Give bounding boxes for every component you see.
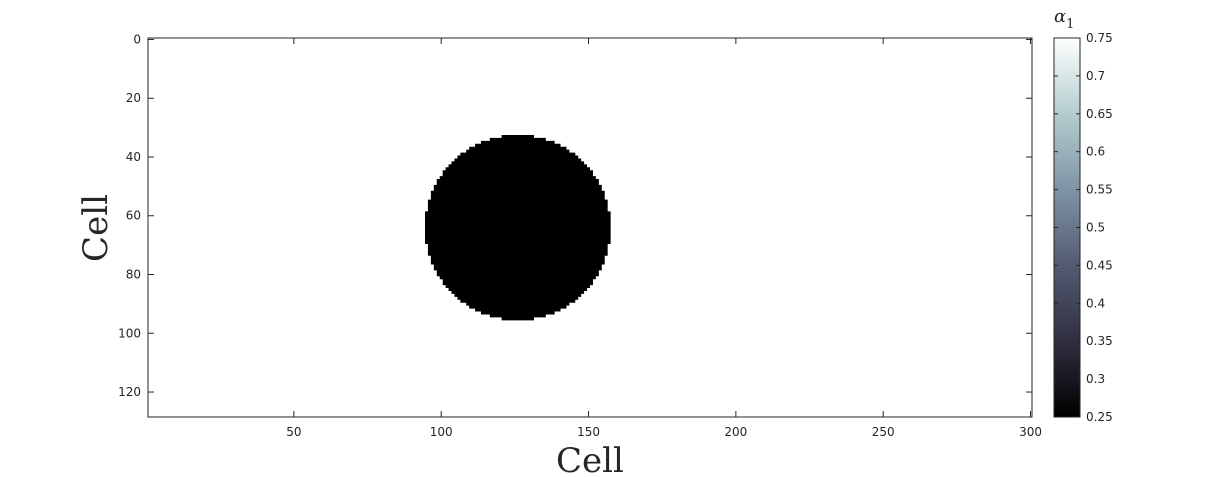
x-tick-label: 100: [430, 425, 453, 439]
colorbar-title: α1: [1054, 6, 1074, 32]
axes-box: [147, 37, 1033, 418]
colorbar-tick-label: 0.3: [1086, 372, 1105, 386]
y-axis-ticks: 0 20 40 60 80 100 120: [118, 32, 1032, 399]
colorbar-tick-label: 0.35: [1086, 334, 1113, 348]
colorbar-tick-label: 0.45: [1086, 258, 1113, 272]
colorbar-tick-label: 0.4: [1086, 296, 1105, 310]
colorbar-gradient: [1054, 38, 1080, 417]
y-tick-label: 60: [126, 209, 141, 223]
y-tick-label: 0: [133, 32, 141, 46]
colorbar: 0.250.30.350.40.450.50.550.60.650.70.75 …: [1053, 6, 1113, 424]
y-tick-label: 120: [118, 385, 141, 399]
colorbar-ticks: 0.25 0.3 0.35 0.4 0.45 0.5 0.55 0.6 0.65 0.7 0.75: [1054, 31, 1113, 424]
colorbar-tick-label: 0.5: [1086, 221, 1105, 235]
y-tick-label: 20: [126, 91, 141, 105]
colorbar-tick-label: 0.6: [1086, 145, 1105, 159]
x-axis-ticks: 50 100 150 200 250 300: [286, 38, 1042, 439]
y-tick-label: 80: [126, 268, 141, 282]
colorbar-tick-label: 0.25: [1086, 410, 1113, 424]
colorbar-tick-label: 0.55: [1086, 183, 1113, 197]
colorbar-tick-label: 0.65: [1086, 107, 1113, 121]
x-axis-label: Cell: [556, 441, 624, 477]
colorbar-title-subscript: 1: [1066, 17, 1074, 32]
x-tick-label: 150: [577, 425, 600, 439]
heatmap-disc: [424, 134, 611, 321]
x-tick-label: 250: [872, 425, 895, 439]
x-tick-label: 300: [1019, 425, 1042, 439]
colorbar-tick-label: 0.75: [1086, 31, 1113, 45]
y-tick-label: 100: [118, 326, 141, 340]
x-tick-label: 200: [724, 425, 747, 439]
x-tick-label: 50: [286, 425, 301, 439]
y-axis-label: Cell: [76, 194, 116, 262]
colorbar-title-symbol: α: [1054, 6, 1066, 27]
colorbar-tick-label: 0.7: [1086, 69, 1105, 83]
y-tick-label: 40: [126, 150, 141, 164]
plot-area: 50 100 150 200 250 300 0 20 40 60 80 100 120: [118, 32, 1042, 439]
